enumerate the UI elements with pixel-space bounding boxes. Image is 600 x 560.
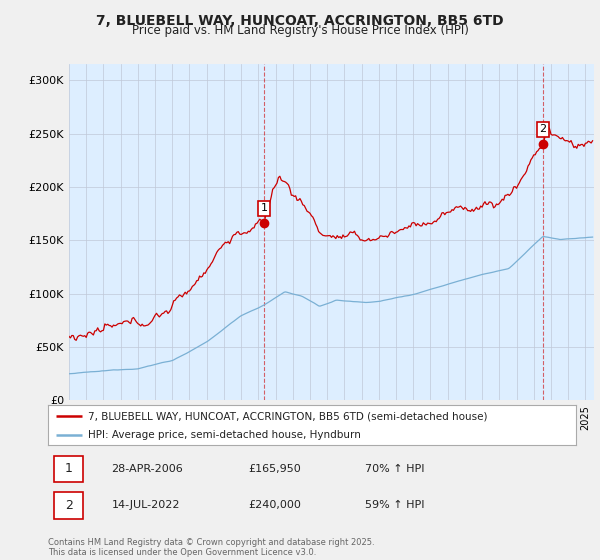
Text: 28-APR-2006: 28-APR-2006 xyxy=(112,464,183,474)
Text: 2: 2 xyxy=(65,499,73,512)
Text: HPI: Average price, semi-detached house, Hyndburn: HPI: Average price, semi-detached house,… xyxy=(88,430,361,440)
Text: Contains HM Land Registry data © Crown copyright and database right 2025.
This d: Contains HM Land Registry data © Crown c… xyxy=(48,538,374,557)
Text: 70% ↑ HPI: 70% ↑ HPI xyxy=(365,464,424,474)
Bar xyxy=(55,492,83,519)
Text: 7, BLUEBELL WAY, HUNCOAT, ACCRINGTON, BB5 6TD (semi-detached house): 7, BLUEBELL WAY, HUNCOAT, ACCRINGTON, BB… xyxy=(88,411,487,421)
Text: 14-JUL-2022: 14-JUL-2022 xyxy=(112,501,180,510)
Text: 7, BLUEBELL WAY, HUNCOAT, ACCRINGTON, BB5 6TD: 7, BLUEBELL WAY, HUNCOAT, ACCRINGTON, BB… xyxy=(96,14,504,28)
Text: 59% ↑ HPI: 59% ↑ HPI xyxy=(365,501,424,510)
Text: £240,000: £240,000 xyxy=(248,501,302,510)
Text: £165,950: £165,950 xyxy=(248,464,301,474)
Bar xyxy=(55,456,83,482)
Text: Price paid vs. HM Land Registry's House Price Index (HPI): Price paid vs. HM Land Registry's House … xyxy=(131,24,469,37)
Text: 1: 1 xyxy=(65,463,73,475)
Text: 2: 2 xyxy=(539,124,547,134)
Text: 1: 1 xyxy=(260,203,268,213)
